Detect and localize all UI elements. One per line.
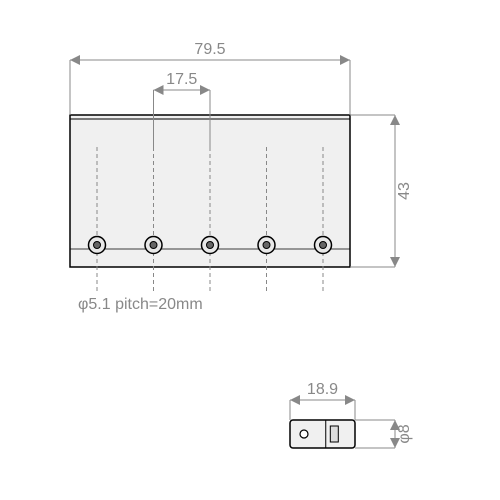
hole-spec-note: φ5.1 pitch=20mm [78, 296, 203, 313]
arrowhead [390, 115, 400, 125]
mounting-hole-inner [150, 242, 157, 249]
dim-height-label: 43 [396, 182, 413, 200]
arrowhead [345, 395, 355, 405]
dim-pitch-label: 17.5 [166, 71, 197, 88]
dim-width-label: 79.5 [194, 41, 225, 58]
arrowhead [200, 85, 210, 95]
arrowhead [390, 257, 400, 267]
dim-side-width-label: 18.9 [307, 381, 338, 398]
mounting-hole-inner [263, 242, 270, 249]
arrowhead [154, 85, 164, 95]
arrowhead [70, 55, 80, 65]
arrowhead [340, 55, 350, 65]
side-hole [300, 430, 308, 438]
mounting-hole-inner [94, 242, 101, 249]
dim-side-height-label: φ8 [396, 424, 413, 443]
mounting-hole-inner [320, 242, 327, 249]
mounting-hole-inner [207, 242, 214, 249]
side-slot [330, 426, 338, 442]
arrowhead [290, 395, 300, 405]
